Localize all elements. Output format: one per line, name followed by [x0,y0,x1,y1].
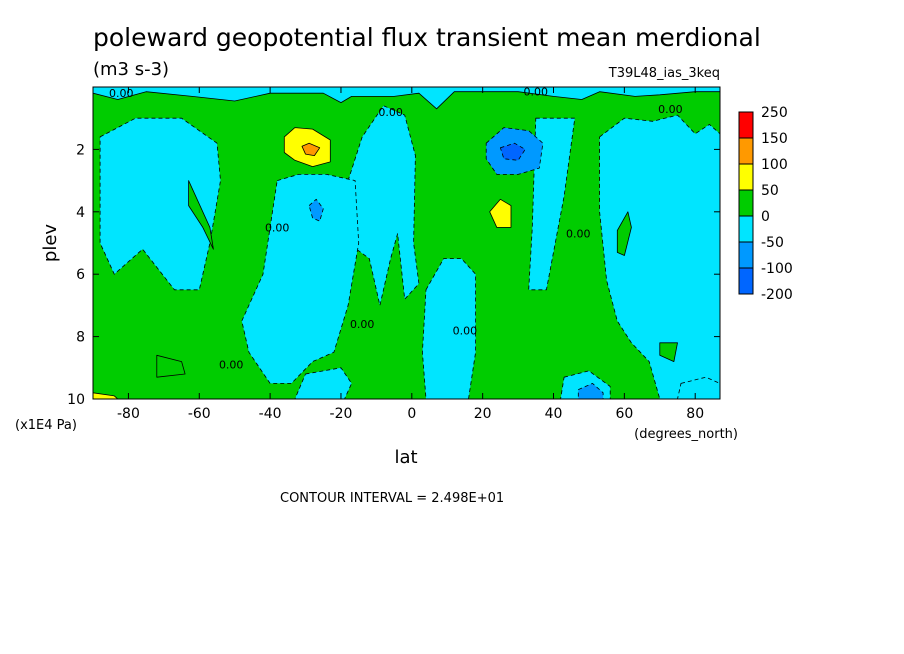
x-axis-units: (degrees_north) [634,427,738,442]
contour-value-label: 0.00 [658,103,683,116]
contour-region [156,354,186,378]
contour-region [499,142,526,161]
x-axis-label: lat [394,447,417,468]
contour-region [577,382,604,399]
contour-region [489,198,512,228]
plot-area: 0.00 0.00 0.00 0.00 0.00 0.00 0.00 0.00 0.00 [92,86,721,400]
contour-region [99,117,221,291]
colorbar-swatch [738,215,754,243]
contour-value-label: 0.00 [524,86,549,99]
contour-value-label: 0.00 [566,228,591,241]
colorbar-label: -50 [761,235,784,251]
x-tick-label: -60 [188,406,211,422]
colorbar-label: 150 [761,131,788,147]
x-tick-label: 60 [615,406,633,422]
colorbar-swatch [738,267,754,295]
units-label: (m3 s-3) [93,59,169,80]
contour-region [659,342,678,363]
colorbar-swatch [738,241,754,269]
colorbar-label: 100 [761,157,788,173]
contour-value-label: 0.00 [453,324,478,337]
contour-region [294,367,353,399]
contour-value-label: 0.00 [350,318,375,331]
colorbar-label: 50 [761,183,779,199]
contour-value-label: 0.00 [109,87,134,100]
chart-title: poleward geopotential flux transient mea… [93,23,761,52]
contour-region [421,258,477,399]
contour-regions [93,91,720,399]
x-tick-label: 20 [474,406,492,422]
contour-region [188,180,214,250]
contour-value-label: 0.00 [219,359,244,372]
contour-region [93,392,119,399]
plot-frame [92,86,721,400]
contour-labels: 0.00 0.00 0.00 0.00 0.00 0.00 0.00 0.00 0.00 [109,86,683,372]
contour-region [599,114,720,399]
colorbar-label: 0 [761,209,770,225]
x-axis: -80 -60 -40 -20 0 20 40 60 80 [117,87,704,422]
contour-region [308,198,324,222]
x-tick-label: -80 [117,406,140,422]
colorbar-swatch [738,189,754,217]
dataset-label: T39L48_ias_3keq [608,66,720,81]
contour-region [241,173,360,384]
contour-interval: CONTOUR INTERVAL = 2.498E+01 [280,491,504,506]
contour-value-label: 0.00 [265,221,290,234]
y-tick-label: 2 [76,142,85,158]
x-tick-label: -20 [330,406,353,422]
x-tick-label: 80 [686,406,704,422]
y-tick-label: 6 [76,267,85,283]
x-tick-label: 0 [407,406,416,422]
colorbar-swatch [738,137,754,165]
contour-value-label: 0.00 [378,106,403,119]
contour-region [301,142,321,157]
contour-region [677,376,720,399]
colorbar-label: 250 [761,105,788,121]
colorbar-label: -100 [761,261,793,277]
y-axis-label: plev [40,224,61,263]
colorbar: 250 150 100 50 0 -50 -100 -200 [738,105,793,303]
colorbar-swatch [738,163,754,191]
y-tick-label: 4 [76,205,85,221]
contour-region [347,105,420,306]
x-tick-label: 40 [545,406,563,422]
colorbar-swatch [738,111,754,139]
contour-region [616,211,632,256]
y-axis: 2 4 6 8 10 [67,142,720,408]
y-tick-label: 10 [67,392,85,408]
x-tick-label: -40 [259,406,282,422]
y-tick-label: 8 [76,330,85,346]
colorbar-label: -200 [761,287,793,303]
y-axis-units: (x1E4 Pa) [15,418,77,433]
